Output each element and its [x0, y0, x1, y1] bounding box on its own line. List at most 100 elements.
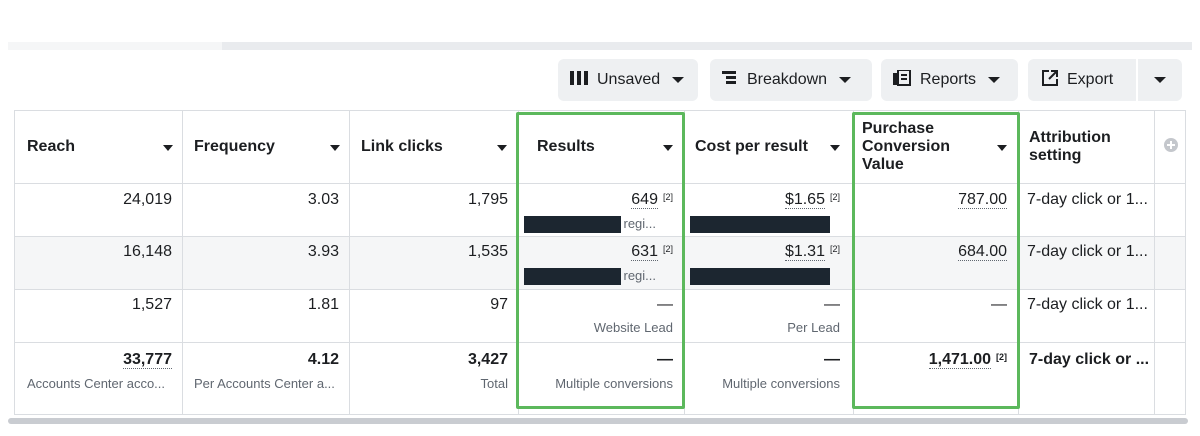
redacted-block	[690, 216, 830, 233]
sort-caret-icon[interactable]	[163, 145, 173, 151]
total-frequency-subtext: Per Accounts Center a...	[194, 376, 335, 391]
header-purchase-conversion-value[interactable]: Purchase Conversion Value	[862, 120, 950, 174]
cell-frequency: 3.93	[307, 243, 339, 260]
footnote-marker: [2]	[829, 192, 840, 202]
header-results[interactable]: Results	[537, 138, 595, 155]
row-divider	[15, 236, 1185, 237]
column-divider	[1154, 110, 1155, 415]
column-divider	[349, 110, 350, 415]
total-reach-value[interactable]: 33,777	[123, 351, 172, 369]
sort-caret-icon[interactable]	[997, 145, 1007, 151]
header-attribution-setting[interactable]: Attribution setting	[1029, 129, 1111, 165]
total-results-subtext: Multiple conversions	[555, 376, 673, 391]
cell-purchase-conversion-value[interactable]: 787.00	[958, 191, 1007, 209]
header-line: Value	[862, 156, 904, 173]
header-line: setting	[1029, 147, 1082, 164]
redacted-block	[690, 268, 830, 285]
export-dropdown-button[interactable]	[1138, 59, 1182, 101]
sort-caret-icon[interactable]	[497, 145, 507, 151]
cell-frequency: 1.81	[307, 296, 339, 313]
row-divider	[15, 289, 1185, 290]
footnote-marker: [2]	[662, 192, 673, 202]
results-table	[14, 110, 1186, 415]
header-line: Conversion	[862, 138, 951, 155]
results-value[interactable]: 649	[631, 191, 658, 209]
sort-caret-icon[interactable]	[830, 145, 840, 151]
column-divider	[182, 110, 183, 415]
pcv-value[interactable]: 787.00	[958, 191, 1007, 209]
cell-cost-per-result[interactable]: $1.65 [2]	[784, 191, 840, 209]
cell-cost-per-result: —	[824, 296, 840, 313]
columns-button-label: Unsaved	[597, 71, 661, 88]
cell-attribution: 7-day click or 1...	[1027, 243, 1148, 260]
total-reach[interactable]: 33,777	[123, 351, 172, 369]
chevron-down-icon	[839, 77, 852, 83]
cost-value[interactable]: $1.65	[784, 191, 825, 209]
header-cost-per-result[interactable]: Cost per result	[695, 138, 808, 155]
results-subtext: regi...	[623, 216, 656, 231]
cell-link-clicks: 97	[490, 296, 508, 313]
redacted-block	[524, 268, 621, 285]
breakdown-button[interactable]: Breakdown	[710, 59, 872, 101]
cell-link-clicks: 1,795	[467, 191, 508, 208]
reports-button-label: Reports	[920, 71, 977, 88]
row-divider	[15, 342, 1185, 343]
cell-attribution: 7-day click or 1...	[1027, 296, 1148, 313]
cost-subtext: Per Lead	[787, 320, 840, 335]
cell-results: —	[657, 296, 673, 313]
cell-link-clicks: 1,535	[467, 243, 508, 260]
cell-reach: 24,019	[123, 191, 172, 208]
total-purchase-conversion-value[interactable]: 1,471.00 [2]	[928, 351, 1007, 369]
sort-caret-icon[interactable]	[663, 145, 673, 151]
results-value[interactable]: 631	[631, 243, 658, 261]
breakdown-button-label: Breakdown	[747, 71, 828, 88]
total-pcv-value[interactable]: 1,471.00	[928, 351, 991, 369]
export-button[interactable]: Export	[1028, 59, 1136, 101]
pcv-value[interactable]: 684.00	[958, 243, 1007, 261]
header-reach[interactable]: Reach	[27, 138, 76, 155]
header-frequency[interactable]: Frequency	[194, 138, 275, 155]
redacted-block	[524, 216, 621, 233]
add-column-icon[interactable]	[1164, 138, 1178, 152]
sort-caret-icon[interactable]	[330, 145, 340, 151]
cell-results[interactable]: 649 [2]	[631, 191, 673, 209]
total-link-clicks: 3,427	[467, 351, 508, 368]
cell-results[interactable]: 631 [2]	[631, 243, 673, 261]
results-subtext: Website Lead	[593, 320, 673, 335]
cell-purchase-conversion-value: —	[991, 296, 1007, 313]
cell-frequency: 3.03	[307, 191, 339, 208]
header-line: Attribution	[1029, 129, 1111, 146]
cell-purchase-conversion-value[interactable]: 684.00	[958, 243, 1007, 261]
row-divider	[15, 183, 1185, 184]
top-scroll-thumb[interactable]	[8, 42, 222, 50]
reports-icon	[893, 68, 911, 91]
cell-cost-per-result[interactable]: $1.31 [2]	[784, 243, 840, 261]
horizontal-scrollbar[interactable]	[8, 418, 1188, 424]
header-link-clicks[interactable]: Link clicks	[361, 138, 443, 155]
export-button-label: Export	[1067, 71, 1114, 88]
highlight-results-column	[516, 112, 685, 409]
footnote-marker: [2]	[662, 244, 673, 254]
footnote-marker: [2]	[996, 352, 1007, 362]
total-cost-subtext: Multiple conversions	[722, 376, 840, 391]
header-line: Purchase	[862, 120, 935, 137]
top-scroll-track	[8, 42, 1192, 50]
total-cost-per-result: —	[824, 351, 840, 368]
total-reach-subtext: Accounts Center acco...	[27, 376, 166, 391]
columns-button[interactable]: Unsaved	[558, 59, 698, 101]
total-results: —	[657, 351, 673, 368]
columns-icon	[570, 70, 588, 91]
cell-attribution: 7-day click or 1...	[1027, 191, 1148, 208]
cell-reach: 1,527	[131, 296, 172, 313]
total-link-clicks-subtext: Total	[480, 376, 508, 391]
cell-reach: 16,148	[123, 243, 172, 260]
cost-value[interactable]: $1.31	[784, 243, 825, 261]
total-frequency: 4.12	[307, 351, 339, 368]
total-attribution: 7-day click or ...	[1029, 351, 1150, 368]
breakdown-icon	[722, 70, 738, 91]
chevron-down-icon	[988, 77, 1001, 83]
chevron-down-icon	[1154, 77, 1166, 83]
highlight-pcv-column	[852, 112, 1020, 409]
footnote-marker: [2]	[829, 244, 840, 254]
reports-button[interactable]: Reports	[881, 59, 1018, 101]
